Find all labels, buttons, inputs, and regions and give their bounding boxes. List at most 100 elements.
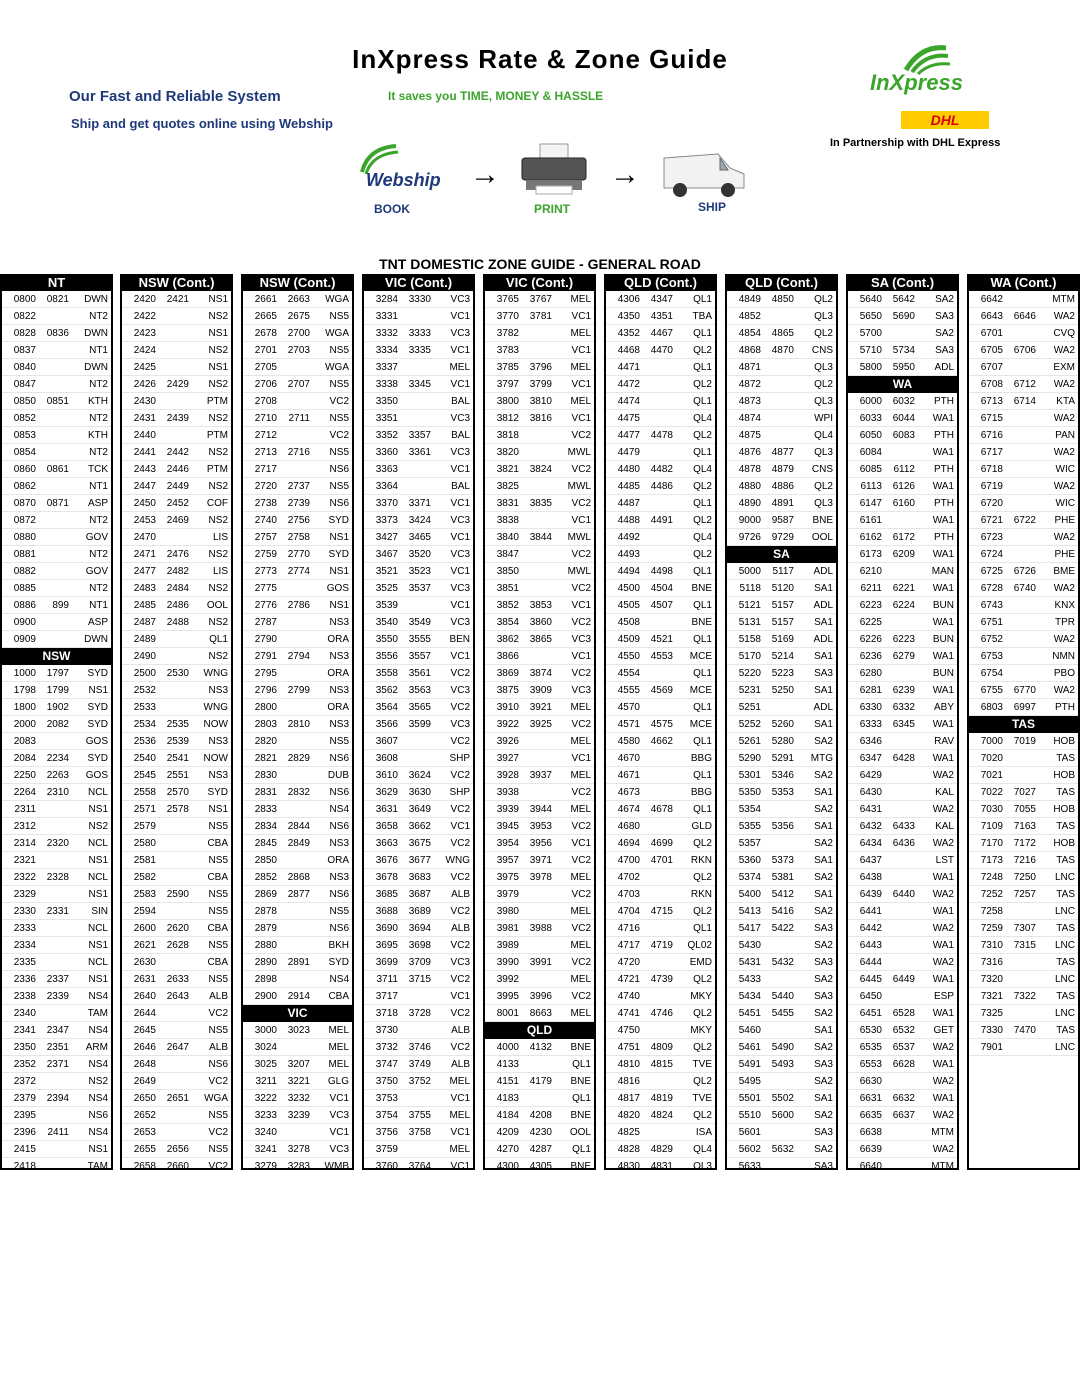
zone-row: 6434 6436 WA2 <box>848 835 957 852</box>
zone-code: QL1 <box>693 923 712 934</box>
postcode-from: 2471 <box>133 549 156 560</box>
zone-code: SA3 <box>935 345 954 356</box>
postcode-from: 3862 <box>496 634 519 645</box>
postcode-to: 5416 <box>771 906 794 917</box>
zone-code: CBA <box>207 923 228 934</box>
zone-code: VC2 <box>571 464 591 475</box>
postcode-from: 3610 <box>375 770 398 781</box>
postcode-from: 3979 <box>496 889 519 900</box>
zone-row: 3351 VC3 <box>364 410 473 427</box>
zone-code: SA1 <box>814 685 833 696</box>
postcode-from: 2483 <box>133 583 156 594</box>
zone-code: CBA <box>207 957 228 968</box>
zone-row: 2338 2339 NS4 <box>2 988 111 1005</box>
postcode-from: 5650 <box>859 311 882 322</box>
zone-code: NS1 <box>88 1144 108 1155</box>
zone-code: QL2 <box>693 481 712 492</box>
postcode-from: 1000 <box>13 668 36 679</box>
postcode-to: 3687 <box>408 889 431 900</box>
zone-code: NS5 <box>329 311 349 322</box>
postcode-from: 0860 <box>13 464 36 475</box>
postcode-from: 2621 <box>133 940 156 951</box>
zone-row: 2426 2429 NS2 <box>122 376 231 393</box>
zone-code: NS5 <box>329 736 349 747</box>
zone-row: 5413 5416 SA2 <box>727 903 836 920</box>
zone-row: 3631 3649 VC2 <box>364 801 473 818</box>
postcode-from: 6713 <box>980 396 1003 407</box>
zone-row: 3847 VC2 <box>485 546 594 563</box>
postcode-from: 2582 <box>133 872 156 883</box>
postcode-from: 2426 <box>133 379 156 390</box>
zone-row: 3753 VC1 <box>364 1090 473 1107</box>
postcode-to: 2469 <box>166 515 189 526</box>
zone-code: WGA <box>325 294 349 305</box>
zone-row: 4878 4879 CNS <box>727 461 836 478</box>
postcode-from: 5413 <box>738 906 761 917</box>
postcode-from: 3820 <box>496 447 519 458</box>
zone-code: ORA <box>327 634 349 645</box>
postcode-from: 6223 <box>859 600 882 611</box>
zone-code: SA1 <box>814 855 833 866</box>
zone-row: 3334 3335 VC1 <box>364 342 473 359</box>
postcode-to: 5734 <box>892 345 915 356</box>
zone-code: WA2 <box>1053 685 1075 696</box>
postcode-to: 4719 <box>650 940 673 951</box>
zone-code: WA2 <box>932 957 954 968</box>
zone-row: 6147 6160 PTH <box>848 495 957 512</box>
zone-row: 3732 3746 VC2 <box>364 1039 473 1056</box>
postcode-to: 5291 <box>771 753 794 764</box>
zone-code: SA2 <box>814 770 833 781</box>
postcode-from: 0828 <box>13 328 36 339</box>
postcode-from: 5800 <box>859 362 882 373</box>
zone-code: SA3 <box>814 1059 833 1070</box>
postcode-from: 3875 <box>496 685 519 696</box>
zone-row: 6751 TPR <box>969 614 1078 631</box>
zone-code: QL2 <box>693 1110 712 1121</box>
postcode-from: 4751 <box>617 1042 640 1053</box>
zone-row: 3869 3874 VC2 <box>485 665 594 682</box>
zone-code: VC1 <box>450 379 470 390</box>
zone-code: VC2 <box>329 430 349 441</box>
zone-code: WA2 <box>932 1144 954 1155</box>
postcode-from: 4680 <box>617 821 640 832</box>
zone-row: 2740 2756 SYD <box>243 512 352 529</box>
zone-code: VC2 <box>571 430 591 441</box>
postcode-from: 4703 <box>617 889 640 900</box>
postcode-to: 6126 <box>892 481 915 492</box>
zone-row: 4306 4347 QL1 <box>606 291 715 308</box>
zone-code: WMB <box>324 1161 349 1170</box>
postcode-to: 2371 <box>46 1059 69 1070</box>
postcode-from: 2477 <box>133 566 156 577</box>
zone-row: 7022 7027 TAS <box>969 784 1078 801</box>
zone-row: 2322 2328 NCL <box>2 869 111 886</box>
zone-code: WA2 <box>1053 532 1075 543</box>
zone-code: VC1 <box>450 566 470 577</box>
zone-code: QL4 <box>693 1144 712 1155</box>
zone-code: NS6 <box>329 889 349 900</box>
zone-code: VC1 <box>571 515 591 526</box>
zone-code: QL2 <box>693 1076 712 1087</box>
zone-row: 2420 2421 NS1 <box>122 291 231 308</box>
zone-code: LST <box>935 855 954 866</box>
postcode-from: 4485 <box>617 481 640 492</box>
zone-row: 4479 QL1 <box>606 444 715 461</box>
zone-code: QL2 <box>693 974 712 985</box>
zone-code: MAN <box>931 566 954 577</box>
postcode-from: 4472 <box>617 379 640 390</box>
zone-code: GET <box>933 1025 954 1036</box>
postcode-from: 4816 <box>617 1076 640 1087</box>
arrow-right-icon: → <box>470 158 500 191</box>
postcode-from: 3025 <box>254 1059 277 1070</box>
zone-code: RKN <box>690 889 712 900</box>
postcode-from: 6173 <box>859 549 882 560</box>
postcode-from: 3695 <box>375 940 398 951</box>
postcode-from: 2314 <box>13 838 36 849</box>
zone-row: 3607 VC2 <box>364 733 473 750</box>
zone-code: QL4 <box>814 430 833 441</box>
zone-row: 2890 2891 SYD <box>243 954 352 971</box>
zone-row: 2759 2770 SYD <box>243 546 352 563</box>
zone-code: VC2 <box>450 872 470 883</box>
zone-code: GOS <box>326 583 349 594</box>
postcode-from: 6719 <box>980 481 1003 492</box>
zone-row: 6333 6345 WA1 <box>848 716 957 733</box>
